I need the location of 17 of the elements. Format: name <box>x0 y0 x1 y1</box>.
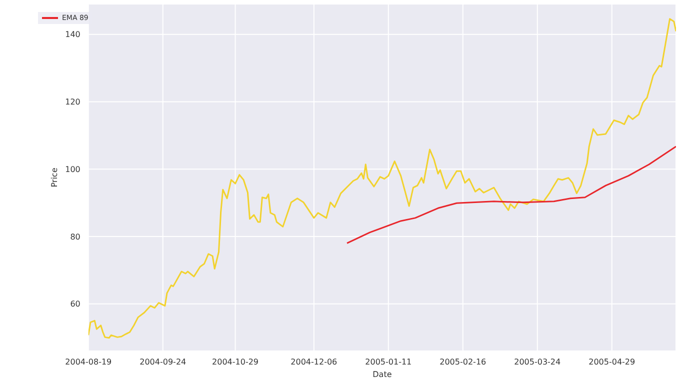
line-series <box>88 18 676 339</box>
y-tick-label: 100 <box>65 164 80 174</box>
y-tick-label: 80 <box>70 232 80 242</box>
x-tick-label: 2005-02-16 <box>440 358 486 367</box>
x-tick-label: 2004-09-24 <box>140 358 186 367</box>
y-tick-label: 120 <box>65 98 80 107</box>
x-tick-label: 2004-12-06 <box>290 358 338 367</box>
y-tick-label: 140 <box>65 30 80 40</box>
y-axis-title: Price <box>50 168 60 188</box>
x-tick-label: 2005-01-11 <box>365 358 412 367</box>
x-tick-label: 2004-10-29 <box>212 358 259 367</box>
y-tick-label: 60 <box>70 300 80 309</box>
line-series <box>346 146 676 244</box>
x-tick-label: 2005-03-24 <box>514 358 561 367</box>
x-axis-title: Date <box>372 370 392 379</box>
x-tick-label: 2004-08-19 <box>65 358 112 367</box>
x-tick-label: 2005-04-29 <box>588 358 636 367</box>
